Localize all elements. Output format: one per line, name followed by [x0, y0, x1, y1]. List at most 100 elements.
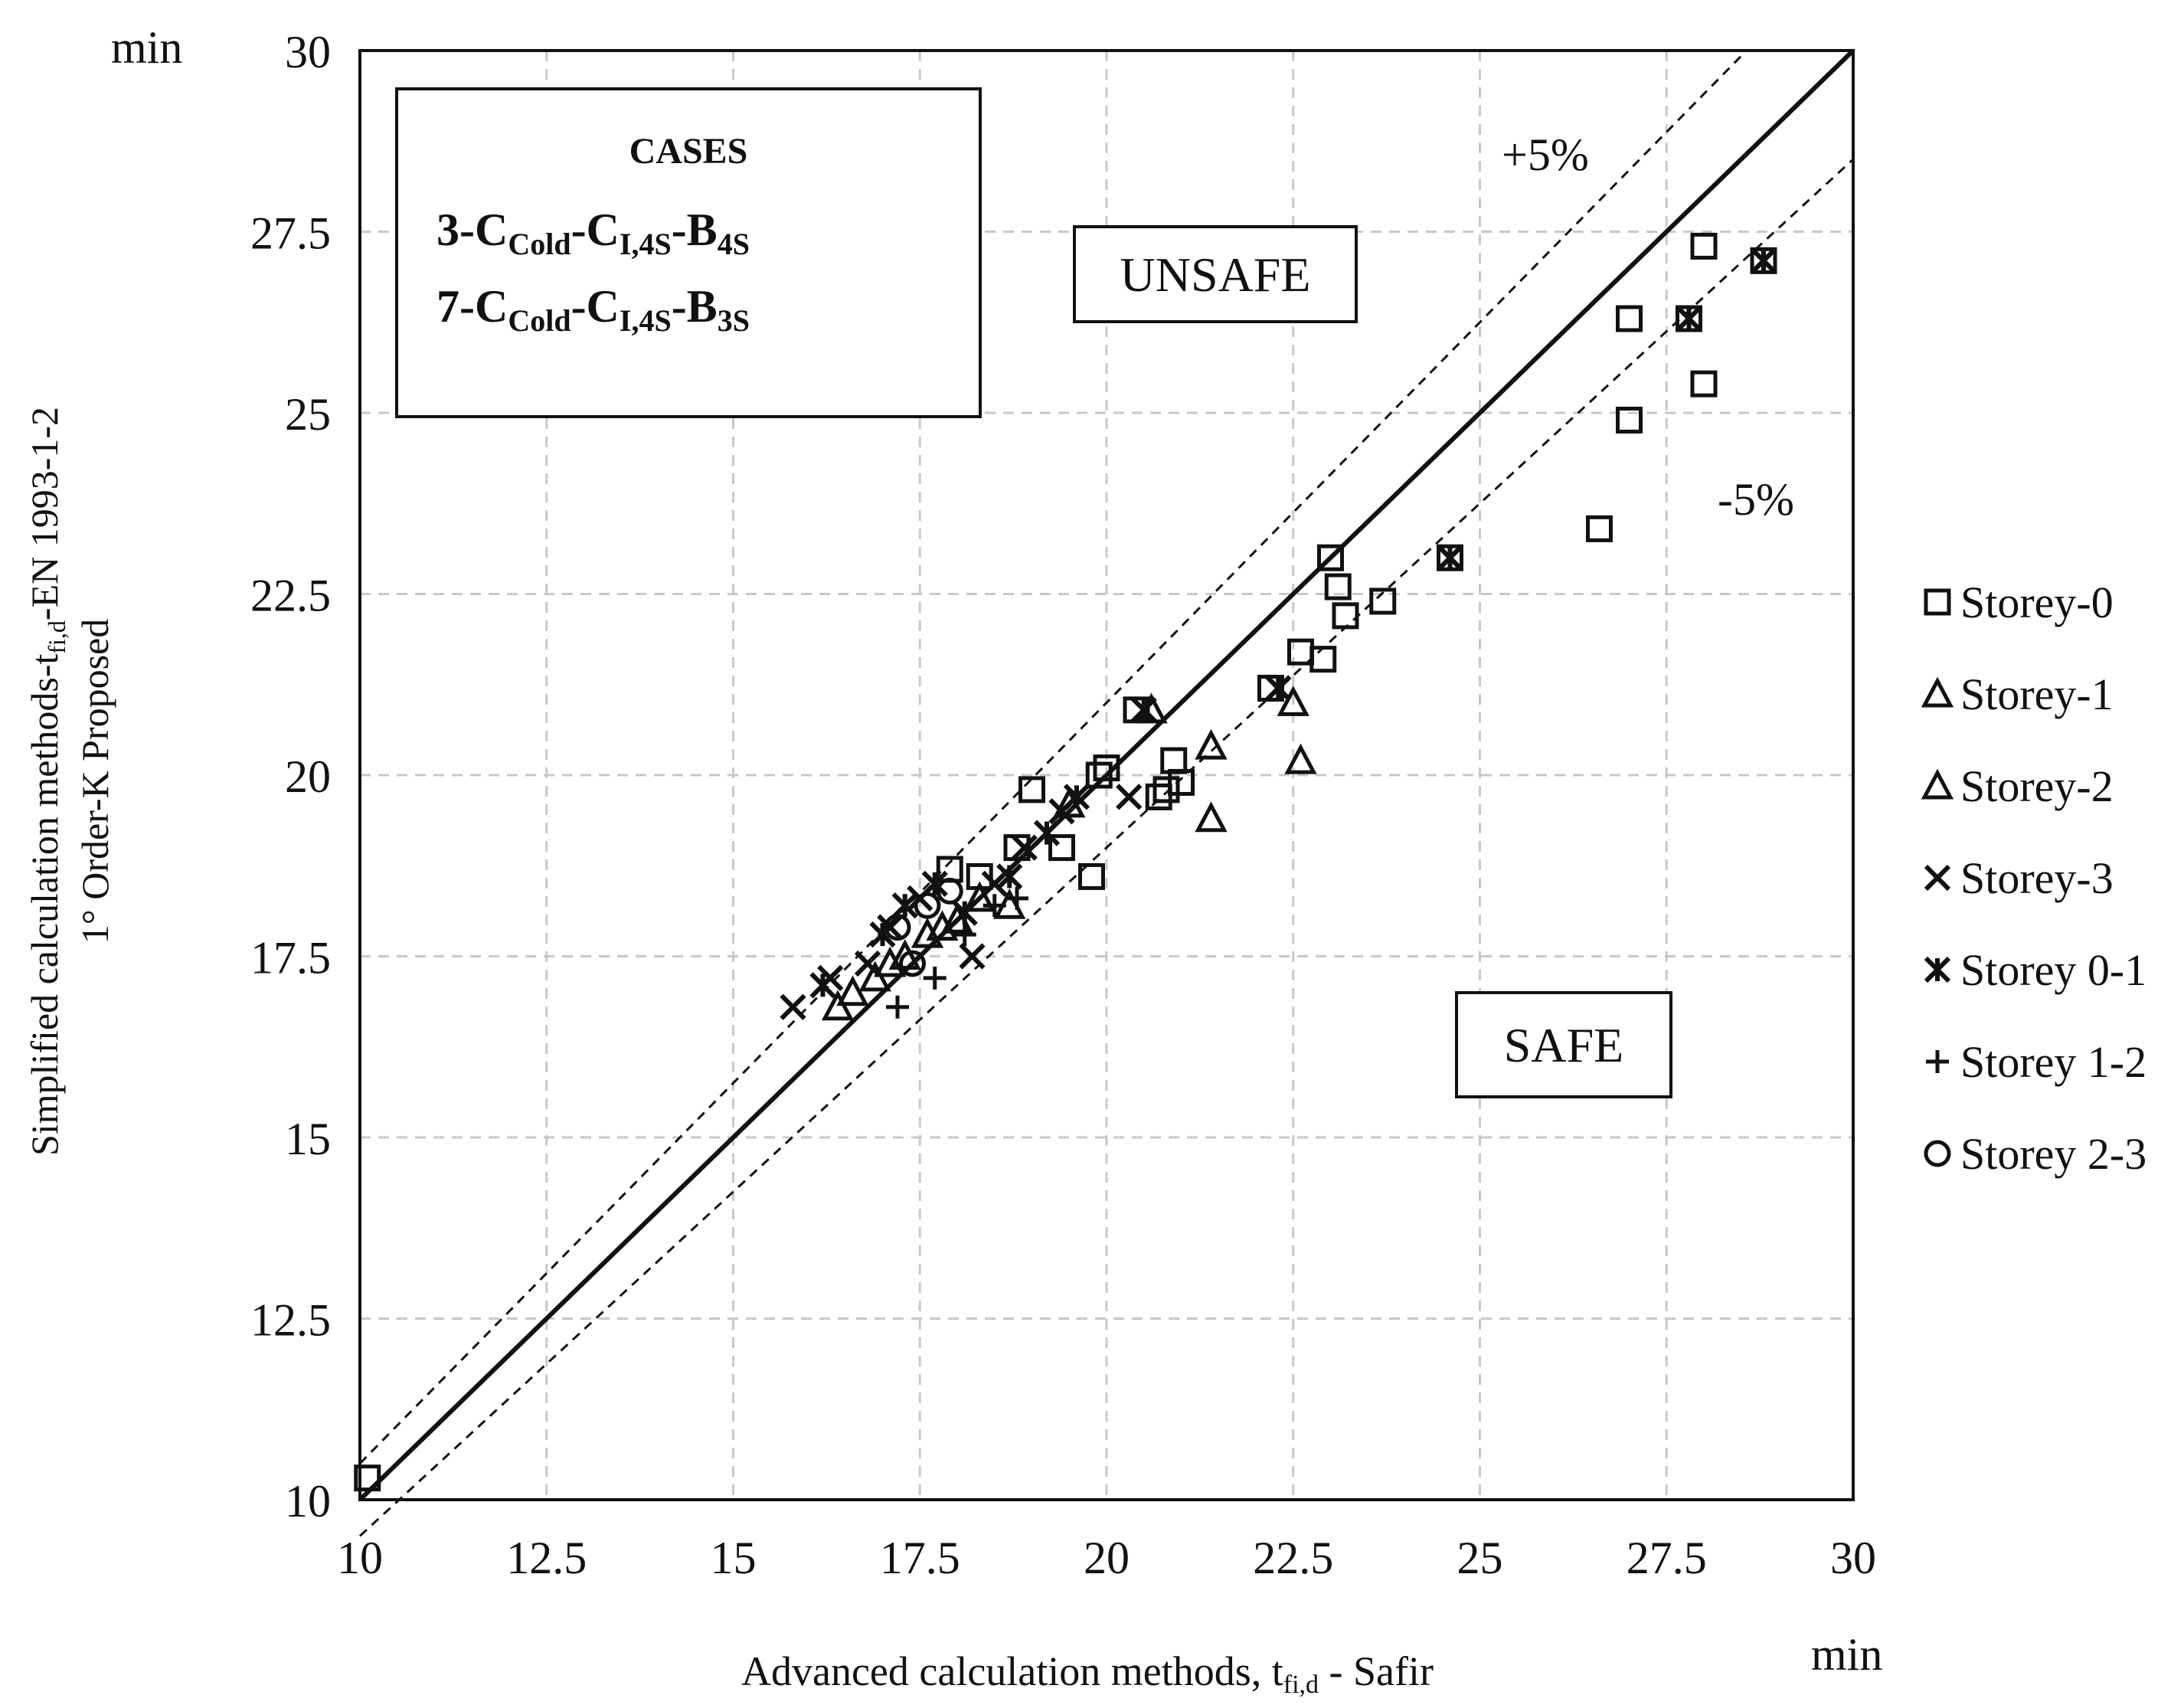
point-storey-0: [1690, 370, 1718, 398]
legend-label: Storey-2: [1960, 761, 2114, 811]
point-storey-0: [1145, 783, 1172, 810]
y-tick-label: 30: [285, 27, 331, 77]
point-storey-0-1: [996, 863, 1023, 890]
x-tick-label: 10: [337, 1533, 383, 1583]
point-storey-3: [981, 870, 1008, 898]
svg-text:Simplified calculation methods: Simplified calculation methods-tfi,d-EN …: [23, 407, 70, 1156]
legend-label: Storey 0-1: [1960, 945, 2146, 995]
point-storey-3: [780, 993, 806, 1020]
point-storey-0-1: [951, 899, 978, 926]
point-storey-0: [1332, 602, 1359, 630]
y-tick-label: 25: [285, 389, 331, 440]
x-tick-label: 20: [1084, 1533, 1130, 1583]
point-storey-1: [1277, 686, 1309, 716]
y-axis-title-line2: 1° Order-K Proposed: [74, 619, 116, 944]
point-storey-2: [874, 946, 907, 977]
y-axis-title-main: Simplified calculation methods-t: [23, 654, 66, 1157]
x-tick-label: 22.5: [1253, 1533, 1333, 1583]
plus5-label: +5%: [1502, 129, 1589, 180]
point-storey-0-1: [921, 870, 948, 898]
legend: Storey-0 Storey-1 Storey-2 Storey-3 Storey 0…: [1921, 578, 2146, 1179]
point-storey-1: [1284, 743, 1317, 774]
legend-marker: [1921, 676, 1954, 708]
cases-title: CASES: [629, 131, 748, 172]
cases-box: [395, 87, 982, 418]
point-storey-3: [1116, 784, 1143, 810]
point-storey-0-1: [1676, 305, 1702, 332]
point-storey-2: [836, 975, 869, 1006]
point-storey-0-1: [1265, 675, 1292, 702]
point-storey-3: [1011, 834, 1038, 861]
point-storey-0: [1018, 776, 1045, 803]
y-tick-label: 17.5: [250, 933, 331, 983]
point-storey-0: [1257, 674, 1284, 702]
case-line-2: 7-CCold-CI,4S-B3S: [436, 281, 750, 338]
reference-line-plus5: [358, 49, 1748, 1464]
y-tick-label: 20: [285, 751, 331, 802]
point-storey-0: [1309, 646, 1337, 673]
x-axis-title-tail: - Safir: [1319, 1648, 1434, 1694]
point-storey-0: [1616, 305, 1643, 332]
unsafe-label: UNSAFE: [1120, 247, 1311, 302]
x-axis-title: Advanced calculation methods, tfi,d - Sa…: [741, 1648, 1434, 1699]
safe-label-box: [1455, 991, 1672, 1098]
case-line-1: 3-CCold-CI,4S-B4S: [436, 205, 750, 261]
point-storey-2-3: [884, 914, 911, 941]
y-axis-title-sub: fi,d: [43, 620, 70, 654]
point-storey-0-1: [1750, 247, 1777, 274]
y-tick-label: 27.5: [250, 208, 331, 259]
point-storey-0-1: [1063, 784, 1090, 810]
point-storey-0: [1369, 587, 1397, 615]
reference-line-minus5: [358, 158, 1855, 1537]
legend-marker: [1924, 588, 1951, 616]
point-storey-0: [1586, 515, 1613, 542]
y-unit-label: min: [111, 22, 182, 73]
x-tick-label: 25: [1457, 1533, 1503, 1583]
point-storey-0: [1690, 232, 1718, 260]
x-tick-label: 27.5: [1627, 1533, 1707, 1583]
legend-label: Storey 1-2: [1960, 1037, 2146, 1087]
point-storey-1-2: [953, 923, 976, 947]
point-storey-0: [1093, 754, 1120, 782]
point-storey-0: [1048, 834, 1075, 862]
point-storey-0-1: [891, 892, 918, 919]
reference-line-equality: [358, 48, 1855, 1502]
point-storey-1-2: [1005, 886, 1028, 910]
x-tick-label: 17.5: [880, 1533, 960, 1583]
point-storey-1-2: [923, 966, 947, 990]
point-storey-2-3: [899, 950, 926, 977]
x-tick-label: 30: [1830, 1533, 1876, 1583]
legend-label: Storey-0: [1960, 578, 2114, 627]
point-storey-2-3: [914, 892, 941, 919]
x-tick-label: 12.5: [506, 1533, 587, 1583]
x-axis-title-sub: fi,d: [1283, 1671, 1319, 1699]
reference-lines: [358, 48, 1855, 1537]
point-storey-1: [821, 990, 855, 1021]
x-tick-labels: 10 12.5 15 17.5 20 22.5 25 27.5 30: [337, 1533, 1876, 1583]
point-storey-2: [963, 881, 996, 912]
plot-area-frame: [358, 49, 1855, 1501]
point-storey-3: [854, 950, 881, 977]
point-storey-0: [1616, 406, 1643, 434]
x-axis-title-main: Advanced calculation methods, t: [741, 1648, 1283, 1694]
point-storey-1: [1195, 801, 1228, 833]
y-axis-title-tail: -EN 1993-1-2: [23, 407, 66, 620]
point-storey-0: [1168, 768, 1195, 796]
point-storey-0: [1324, 573, 1352, 601]
unsafe-label-box: [1073, 225, 1358, 323]
y-tick-label: 10: [285, 1476, 331, 1527]
point-storey-0-1: [1130, 696, 1157, 723]
point-storey-0: [1317, 544, 1344, 571]
point-storey-3: [959, 943, 986, 970]
legend-label: Storey-1: [1960, 669, 2114, 719]
safe-label: SAFE: [1504, 1018, 1624, 1072]
point-storey-0-1: [1437, 545, 1463, 571]
x-tick-label: 15: [711, 1533, 757, 1583]
point-storey-0: [1152, 776, 1180, 803]
y-tick-label: 12.5: [250, 1295, 331, 1346]
point-storey-2-3: [936, 877, 963, 905]
point-storey-0-1: [1033, 820, 1061, 846]
point-storey-0: [1078, 862, 1105, 890]
legend-label: Storey-3: [1960, 853, 2114, 903]
legend-marker: [1926, 1050, 1949, 1073]
